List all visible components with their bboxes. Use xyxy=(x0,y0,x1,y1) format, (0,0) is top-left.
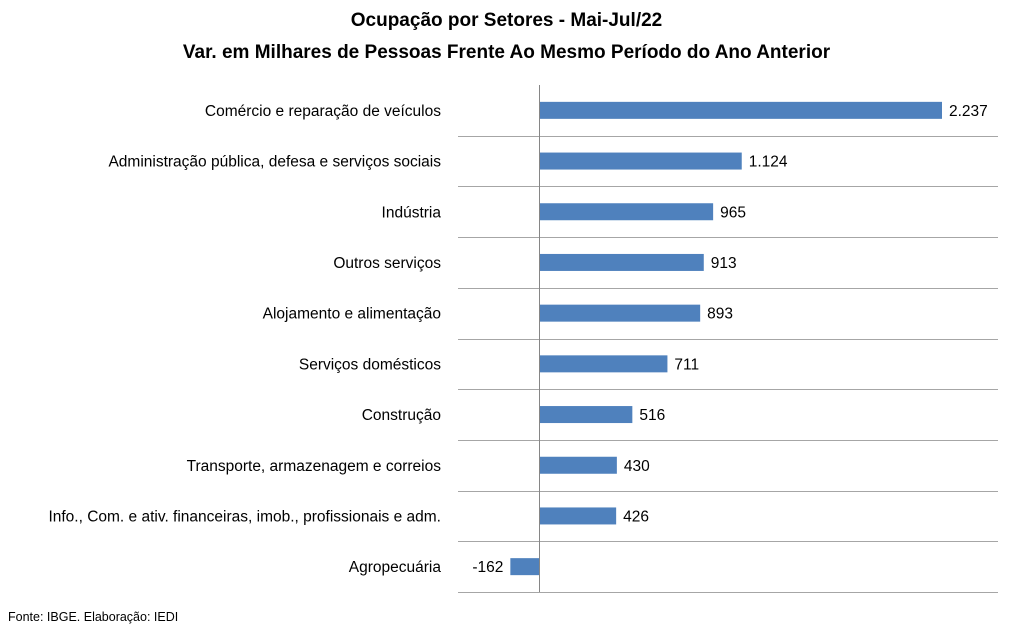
bar xyxy=(539,203,714,221)
chart-title: Ocupação por Setores - Mai-Jul/22 xyxy=(350,10,663,31)
bar xyxy=(539,253,704,271)
category-label: Agropecuária xyxy=(349,559,442,576)
bar xyxy=(510,558,540,576)
source-note: Fonte: IBGE. Elaboração: IEDI xyxy=(8,610,179,624)
category-label: Alojamento e alimentação xyxy=(263,306,441,323)
category-label: Indústria xyxy=(382,204,442,221)
data-label: 711 xyxy=(674,356,699,373)
value-labels: 2.237 1.124 965 913 893 711 516 430 426 -162 xyxy=(472,103,987,576)
data-label: 426 xyxy=(623,508,649,525)
category-label: Info., Com. e ativ. financeiras, imob., … xyxy=(48,508,441,525)
bar xyxy=(539,406,633,424)
data-label: 430 xyxy=(624,458,650,475)
data-label: 965 xyxy=(720,204,746,221)
data-label: -162 xyxy=(472,559,503,576)
gridlines xyxy=(458,136,998,593)
data-label: 516 xyxy=(639,407,665,424)
data-label: 1.124 xyxy=(749,154,788,171)
bar xyxy=(539,507,617,525)
bar xyxy=(539,304,701,322)
bar xyxy=(539,152,742,170)
bars xyxy=(510,101,942,576)
bar xyxy=(539,456,617,474)
bar xyxy=(539,355,668,373)
data-label: 2.237 xyxy=(949,103,988,120)
data-label: 893 xyxy=(707,306,733,323)
data-label: 913 xyxy=(711,255,737,272)
bar xyxy=(539,101,942,119)
category-label: Administração pública, defesa e serviços… xyxy=(108,154,441,171)
chart-subtitle: Var. em Milhares de Pessoas Frente Ao Me… xyxy=(182,42,831,63)
category-labels: Comércio e reparação de veículos Administ… xyxy=(48,103,441,576)
category-label: Outros serviços xyxy=(333,255,441,272)
category-label: Construção xyxy=(362,407,441,424)
category-label: Transporte, armazenagem e correios xyxy=(187,458,442,475)
category-label: Comércio e reparação de veículos xyxy=(205,103,441,120)
category-label: Serviços domésticos xyxy=(299,356,441,373)
